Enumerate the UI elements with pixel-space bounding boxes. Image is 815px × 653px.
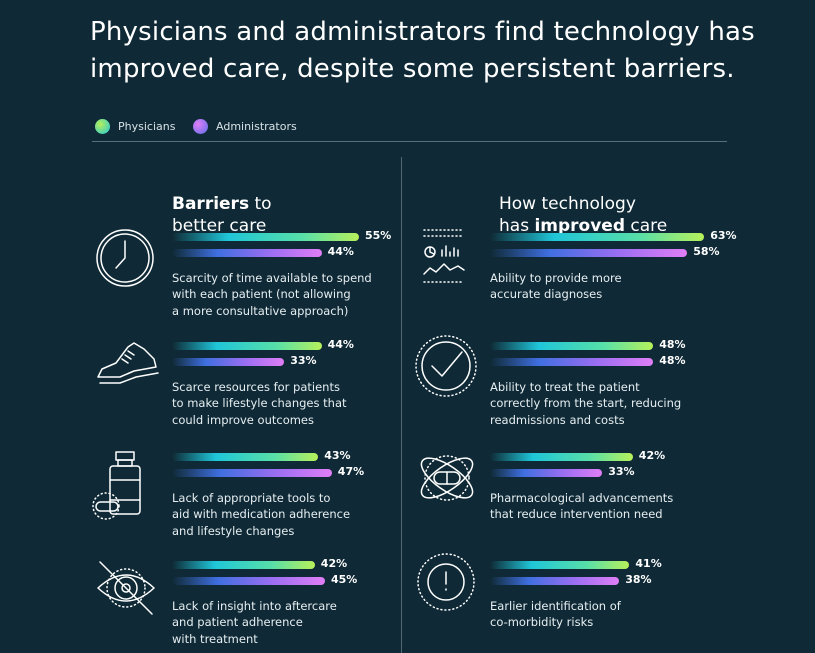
item-description-line: Ability to treat the patient: [490, 380, 640, 394]
physicians-value-label: 63%: [710, 229, 737, 242]
item-description-line: Scarcity of time available to spend: [172, 271, 372, 285]
legend-administrators-label: Administrators: [216, 120, 297, 133]
improved-heading: How technology has improved care: [499, 193, 667, 237]
dashboard-icon: [423, 229, 465, 283]
improved-heading-line1: How technology: [499, 194, 636, 215]
physicians-bar: [172, 342, 322, 350]
physicians-value-label: 41%: [635, 557, 662, 570]
item-description: Lack of appropriate tools to aid with med…: [172, 490, 402, 539]
physicians-bar: [172, 453, 319, 461]
administrators-bar: [490, 358, 654, 366]
alert-circle-icon: [417, 553, 475, 611]
administrators-value-label: 33%: [608, 465, 635, 478]
administrators-bar: [490, 577, 620, 585]
item-description-line: aid with medication adherence: [172, 507, 351, 522]
medicine-bottle-icon: [92, 451, 141, 520]
clock-icon: [96, 229, 154, 287]
barriers-heading-line2: better care: [172, 216, 267, 237]
barriers-heading: Barriers to better care: [172, 193, 272, 237]
administrators-bar: [490, 249, 688, 257]
improved-heading-pre: has: [499, 216, 535, 237]
administrators-value-label: 44%: [327, 245, 354, 258]
page-title: Physicians and administrators find techn…: [90, 14, 790, 88]
item-description-line: accurate diagnoses: [490, 287, 603, 302]
item-description: Scarce resources for patients to make lif…: [172, 379, 402, 428]
item-description-line: Lack of insight into aftercare: [172, 599, 337, 613]
administrators-bar: [172, 249, 322, 257]
administrators-bar: [172, 358, 285, 366]
legend-divider: [92, 141, 727, 142]
checkmark-circle-icon: [415, 335, 477, 397]
administrators-value-label: 33%: [290, 354, 317, 367]
physicians-bar: [172, 233, 359, 241]
item-description-line: Lack of appropriate tools to: [172, 491, 331, 505]
physicians-value-label: 55%: [365, 229, 392, 242]
title-line-1: Physicians and administrators find techn…: [90, 17, 755, 47]
legend-physicians-label: Physicians: [118, 120, 176, 133]
item-description: Earlier identification of co-morbidity ri…: [490, 598, 720, 631]
item-description-line: a more consultative approach): [172, 303, 349, 318]
item-description-line: correctly from the start, reducing: [490, 396, 682, 411]
item-description-line: Ability to provide more: [490, 271, 622, 285]
item-description-line: with treatment: [172, 631, 258, 646]
item-description-line: Earlier identification of: [490, 599, 621, 613]
legend-administrators: Administrators: [193, 119, 297, 134]
item-description-line: could improve outcomes: [172, 412, 315, 427]
physicians-value-label: 42%: [638, 449, 666, 462]
item-description: Pharmacological advancements that reduce …: [490, 490, 720, 523]
item-description-line: that reduce intervention need: [490, 507, 663, 522]
administrators-value-label: 48%: [659, 354, 686, 367]
physicians-value-label: 42%: [320, 557, 348, 570]
administrators-bar: [172, 469, 332, 477]
column-divider: [401, 157, 402, 653]
item-description-line: to make lifestyle changes that: [172, 396, 347, 411]
item-description-line: readmissions and costs: [490, 412, 625, 427]
item-description: Ability to treat the patient correctly fr…: [490, 379, 720, 428]
physicians-bar: [172, 561, 315, 569]
physicians-bar: [490, 342, 654, 350]
administrators-value-label: 58%: [693, 245, 720, 258]
administrators-value-label: 47%: [337, 465, 365, 478]
item-description-line: co-morbidity risks: [490, 615, 594, 630]
physicians-bar: [490, 561, 630, 569]
physicians-bar: [490, 233, 705, 241]
physicians-value-label: 44%: [327, 338, 354, 351]
item-description-line: Scarce resources for patients: [172, 380, 340, 394]
barriers-heading-bold: Barriers: [172, 194, 250, 215]
legend-administrators-swatch: [193, 119, 208, 134]
physicians-bar: [490, 453, 633, 461]
item-description-line: Pharmacological advancements: [490, 491, 674, 505]
barriers-heading-rest: to: [249, 194, 272, 215]
item-description-line: with each patient (not allowing: [172, 287, 351, 302]
administrators-bar: [490, 469, 603, 477]
legend-physicians: Physicians: [95, 119, 175, 134]
eye-crossed-icon: [97, 561, 155, 615]
item-description: Ability to provide more accurate diagnose…: [490, 270, 720, 303]
item-description: Scarcity of time available to spend with …: [172, 270, 402, 319]
item-description-line: and lifestyle changes: [172, 523, 295, 538]
item-description-line: and patient adherence: [172, 615, 303, 630]
administrators-bar: [172, 577, 325, 585]
title-line-2: improved care, despite some persistent b…: [90, 54, 735, 84]
improved-heading-bold: improved: [534, 216, 626, 237]
physicians-value-label: 48%: [659, 338, 686, 351]
pill-orbit-icon: [420, 455, 474, 501]
legend-physicians-swatch: [95, 119, 110, 134]
administrators-value-label: 45%: [331, 573, 358, 586]
item-description: Lack of insight into aftercare and patien…: [172, 598, 402, 647]
physicians-value-label: 43%: [324, 449, 351, 462]
shoe-icon: [97, 342, 159, 384]
administrators-value-label: 38%: [625, 573, 652, 586]
improved-heading-post: care: [625, 216, 668, 237]
